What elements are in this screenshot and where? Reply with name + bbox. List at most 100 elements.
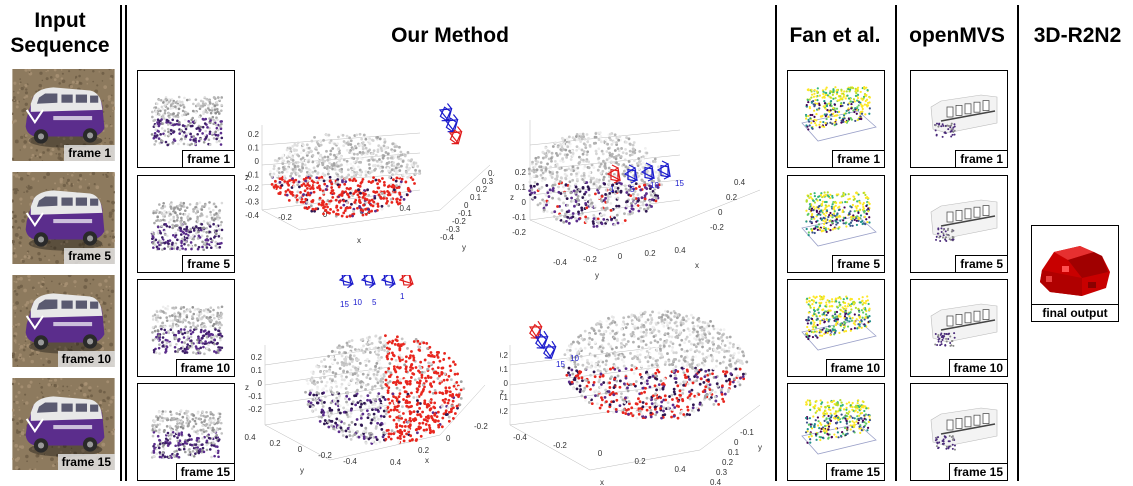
p2-y-tick: -0.2: [710, 223, 724, 232]
p1-x-tick: -0.2: [278, 213, 292, 222]
openmvs-frame-label: frame 1: [955, 150, 1007, 167]
p3-z-label: z: [245, 383, 249, 392]
our-frame-15: frame 15: [137, 383, 235, 481]
camera-frustum: [444, 114, 459, 133]
p1-y-tick: -0.2: [452, 217, 466, 226]
p3-camera-label: 1: [400, 292, 405, 301]
our-frame-label: frame 10: [175, 359, 234, 376]
p3-camera-label: 5: [372, 298, 377, 307]
p2-x-tick: -0.4: [553, 258, 567, 267]
p4-y-label: y: [758, 443, 762, 452]
camera-frustum: [338, 275, 354, 289]
p3-x-tick: 0: [298, 445, 303, 454]
p1-y-tick: 0.1: [470, 193, 482, 202]
fan-header: Fan et al.: [789, 24, 881, 47]
p4-camera-label: 10: [570, 354, 579, 363]
p1-y-tick: -0.3: [446, 225, 460, 234]
p1-x-tick: 0.4: [399, 204, 411, 213]
p2-z-tick: 0.1: [515, 183, 527, 192]
fan-frame-15: frame 15: [787, 383, 885, 481]
p2-z-label: z: [510, 193, 514, 202]
p3-z-tick: 0.1: [251, 366, 263, 375]
p4-x-tick: 0: [598, 449, 603, 458]
p1-x-label: x: [357, 236, 361, 245]
camera-frustum: [534, 330, 549, 350]
camera-frustum: [380, 275, 396, 289]
p1-y-tick: -0.1: [458, 209, 472, 218]
separator-double-1: [120, 5, 122, 481]
p1-y-tick: 0.3: [482, 177, 494, 186]
p1-z-tick: 0.2: [248, 130, 260, 139]
input-frame-label: frame 10: [57, 351, 115, 367]
openmvs-frame-label: frame 15: [948, 463, 1007, 480]
p2-x-label: x: [695, 261, 699, 270]
p1-x-tick: 0: [323, 210, 328, 219]
input-frame-label: frame 1: [64, 145, 115, 161]
openmvs-frame-label: frame 10: [948, 359, 1007, 376]
p1-z-tick: -0.1: [245, 171, 259, 180]
camera-frustum: [640, 162, 655, 182]
p2-z-tick: -0.2: [512, 228, 526, 237]
separator-fan-openmvs: [895, 5, 897, 481]
p2-x-tick: 0: [618, 252, 623, 261]
camera-frustum: [448, 126, 463, 145]
p2-x-tick: -0.2: [583, 255, 597, 264]
separator-openmvs-r2n2: [1017, 5, 1019, 481]
p2-camera-label: 10: [650, 181, 659, 190]
openmvs-frame-15: frame 15: [910, 383, 1008, 481]
our-frame-label: frame 5: [182, 255, 234, 272]
camera-frustum: [398, 275, 414, 289]
p4-z-tick: 0.1: [500, 365, 509, 374]
input-sequence-header: Input Sequence: [10, 9, 110, 57]
input-frame-5: frame 5: [12, 172, 115, 264]
p4-z-tick: -0.1: [500, 393, 509, 402]
p1-z-tick: -0.2: [245, 184, 259, 193]
camera-frustum: [360, 275, 376, 289]
p4-z-tick: 0: [504, 379, 509, 388]
p2-z-tick: 0.2: [515, 168, 527, 177]
r2n2-header: 3D-R2N2: [1033, 24, 1122, 47]
separator-double-2: [125, 5, 127, 481]
p4-x-tick: 0.2: [634, 457, 646, 466]
fan-frame-10: frame 10: [787, 279, 885, 377]
p1-z-tick: 0: [255, 157, 260, 166]
p4-y-tick: 0.3: [716, 468, 728, 477]
p3-z-tick: -0.2: [248, 405, 262, 414]
p1-y-tick: 0: [464, 201, 469, 210]
input-frame-label: frame 15: [57, 454, 115, 470]
p1-y-label: y: [462, 243, 466, 252]
fan-frame-label: frame 1: [832, 150, 884, 167]
input-frame-label: frame 5: [64, 248, 115, 264]
camera-frustum: [623, 164, 638, 184]
fan-frame-1: frame 1: [787, 70, 885, 168]
p2-y-tick: 0.2: [726, 193, 738, 202]
fan-frame-label: frame 10: [825, 359, 884, 376]
r2n2-final-label: final output: [1032, 304, 1118, 321]
p4-camera-label: 15: [556, 360, 565, 369]
p4-y-tick: 0.4: [710, 478, 722, 485]
p2-y-tick: 0: [718, 208, 723, 217]
p3-x-tick: -0.2: [318, 451, 332, 460]
p2-z-tick: 0: [522, 198, 527, 207]
openmvs-frame-5: frame 5: [910, 175, 1008, 273]
p2-y-label: y: [595, 271, 599, 280]
p1-y-tick: 0.4: [488, 169, 495, 178]
point-cloud-plot-1: 0.2 0.1 0 -0.1 -0.2 -0.3 -0.4 -0.2 0 0.2 0.4 -0.4 -0…: [240, 95, 495, 265]
p1-y-tick: 0.2: [476, 185, 488, 194]
p4-x-tick: -0.4: [513, 433, 527, 442]
fan-frame-label: frame 5: [832, 255, 884, 272]
input-frame-15: frame 15: [12, 378, 115, 470]
p3-x-tick: 0.2: [269, 439, 281, 448]
point-cloud-plot-2: 0.2 0.1 0 -0.1 -0.2 -0.4 -0.2 0 0.2 0.4 -0.2 0 0.2 0.…: [500, 100, 770, 280]
p4-z-label: z: [500, 388, 504, 397]
camera-frustum: [528, 320, 543, 340]
p2-camera-label: 1: [610, 185, 615, 194]
p4-y-tick: 0.1: [728, 448, 740, 457]
p4-x-tick: 0.4: [674, 465, 686, 474]
p3-x-label: x: [425, 456, 429, 465]
p1-z-tick: 0.1: [248, 144, 260, 153]
openmvs-frame-label: frame 5: [955, 255, 1007, 272]
p3-z-tick: -0.1: [248, 392, 262, 401]
p2-y-tick: 0.4: [734, 178, 746, 187]
p1-z-tick: -0.3: [245, 198, 259, 207]
